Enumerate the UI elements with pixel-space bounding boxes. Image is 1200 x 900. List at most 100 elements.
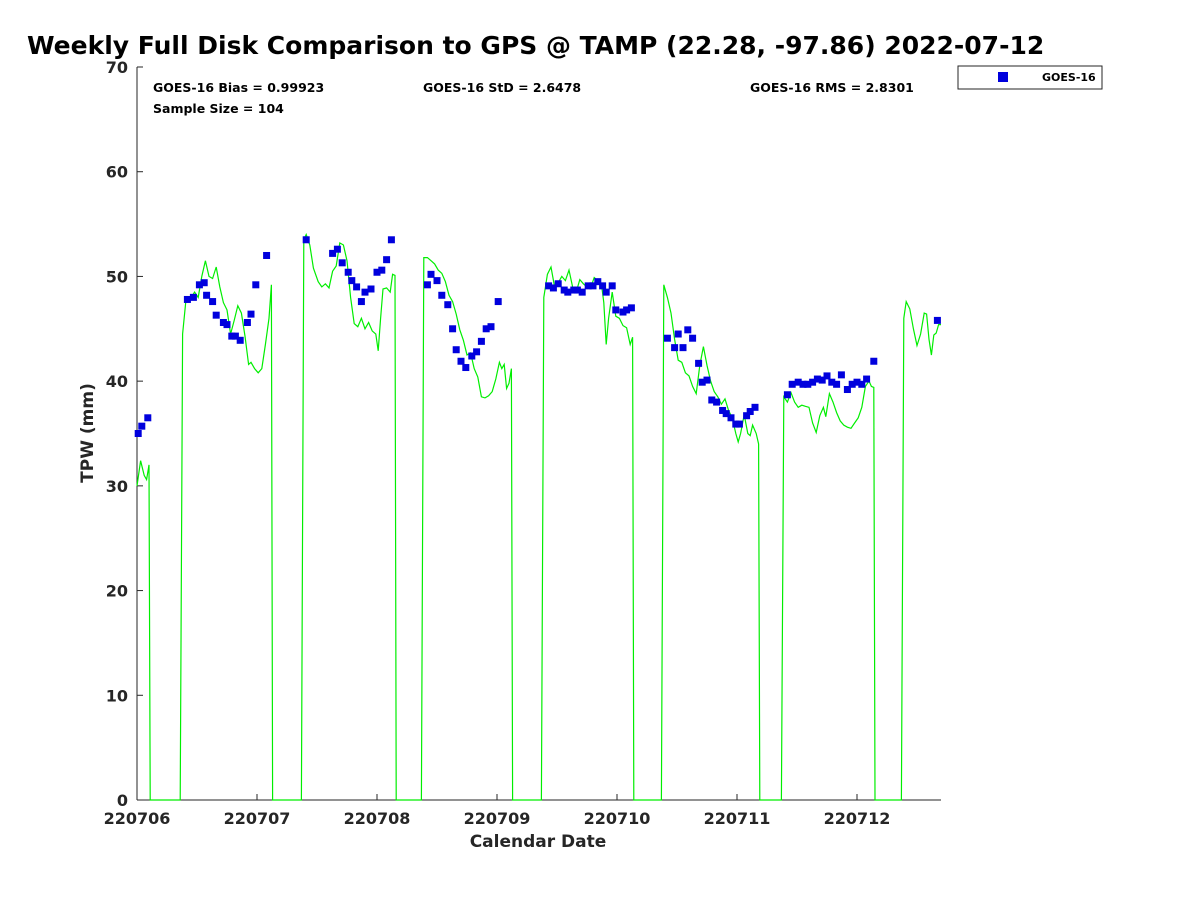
goes-16-point — [602, 288, 610, 296]
goes-16-point — [457, 357, 465, 365]
stat-sample-size: Sample Size = 104 — [153, 101, 284, 116]
legend-label-goes-16: GOES-16 — [1042, 71, 1096, 84]
goes-16-point — [252, 281, 260, 289]
goes-16-point — [560, 286, 568, 294]
goes-16-point — [367, 285, 375, 293]
goes-16-point — [684, 326, 692, 334]
x-ticks: 220706 220707 220708 220709 220710 220711 2207… — [104, 794, 891, 828]
goes-16-point — [727, 414, 735, 422]
goes-16-point — [247, 310, 255, 318]
goes-16-point — [809, 378, 817, 386]
goes-16-point — [228, 332, 236, 340]
goes-16-point — [713, 398, 721, 406]
y-ticks: 0 10 20 30 40 50 60 70 — [106, 58, 143, 810]
goes-16-point — [619, 308, 627, 316]
x-tick-label: 220706 — [104, 809, 171, 828]
goes-16-point — [843, 386, 851, 394]
goes-16-point — [689, 334, 697, 342]
goes-16-point — [144, 414, 152, 422]
goes-16-point — [189, 293, 197, 301]
goes-16-point — [373, 268, 381, 276]
goes-16-point — [438, 291, 446, 299]
goes-16-point — [608, 282, 616, 290]
goes-16-point — [348, 277, 356, 285]
y-tick-label: 20 — [106, 582, 128, 601]
goes-16-point — [477, 337, 485, 345]
goes-16-point — [695, 359, 703, 367]
goes-16-point — [329, 249, 337, 257]
goes-16-point — [703, 376, 711, 384]
goes-16-point — [589, 282, 597, 290]
goes-16-point — [138, 422, 146, 430]
goes-16-point — [594, 278, 602, 286]
x-tick-label: 220710 — [584, 809, 651, 828]
goes-16-point — [799, 380, 807, 388]
goes-16-point — [708, 396, 716, 404]
x-axis-label: Calendar Date — [470, 832, 607, 852]
y-tick-label: 60 — [106, 163, 128, 182]
goes-16-point — [599, 282, 607, 290]
goes-16-point — [482, 325, 490, 333]
goes-16-point — [722, 410, 730, 418]
goes-16-point — [828, 378, 836, 386]
goes-16-point — [383, 256, 391, 264]
goes-16-point — [219, 319, 227, 327]
chart-title: Weekly Full Disk Comparison to GPS @ TAM… — [27, 31, 1044, 60]
goes-16-point — [719, 406, 727, 414]
goes-16-point — [698, 378, 706, 386]
goes-16-point — [387, 236, 395, 244]
stat-rms: GOES-16 RMS = 2.8301 — [750, 80, 914, 95]
goes-16-point — [848, 380, 856, 388]
goes-16-point — [794, 378, 802, 386]
goes-16-point — [212, 311, 220, 319]
goes-16-point — [449, 325, 457, 333]
stat-bias: GOES-16 Bias = 0.99923 — [153, 80, 324, 95]
goes-16-point — [578, 288, 586, 296]
goes-16-point — [612, 306, 620, 314]
goes-16-point — [223, 321, 231, 329]
goes-16-point — [853, 378, 861, 386]
x-tick-label: 220712 — [824, 809, 891, 828]
goes-16-point — [858, 380, 866, 388]
goes-16-point — [732, 420, 740, 428]
goes-16-point — [378, 266, 386, 274]
y-tick-label: 50 — [106, 267, 128, 286]
goes-16-point — [134, 430, 142, 437]
goes-16-point — [263, 251, 271, 259]
goes-16-point — [837, 371, 845, 379]
goes-16-point — [444, 301, 452, 309]
goes-16-point — [743, 412, 751, 420]
goes-16-point — [627, 304, 635, 312]
goes-16-point — [584, 282, 592, 290]
x-tick-label: 220709 — [464, 809, 531, 828]
y-tick-label: 70 — [106, 58, 128, 77]
goes-16-point — [751, 403, 759, 411]
goes-16-point — [183, 295, 191, 303]
goes-16-point — [353, 283, 361, 291]
goes-16-point — [788, 380, 796, 388]
y-axis-label: TPW (mm) — [78, 383, 98, 483]
goes-16-point — [564, 288, 572, 296]
goes-16-point — [200, 279, 208, 287]
goes-16-point — [746, 408, 754, 416]
goes-16-point — [236, 336, 244, 344]
goes-16-point — [623, 306, 631, 314]
goes-16-markers — [134, 236, 941, 437]
goes-16-point — [735, 420, 743, 428]
gps-series-line — [136, 232, 941, 801]
y-tick-label: 0 — [117, 791, 128, 810]
goes-16-point — [833, 380, 841, 388]
y-tick-label: 10 — [106, 686, 128, 705]
goes-16-point — [302, 236, 310, 244]
goes-16-point — [570, 286, 578, 294]
goes-16-point — [494, 298, 502, 306]
goes-16-point — [933, 316, 941, 324]
goes-16-point — [203, 291, 211, 299]
goes-16-point — [870, 357, 878, 365]
x-tick-label: 220708 — [344, 809, 411, 828]
goes-16-point — [818, 376, 826, 384]
goes-16-point — [679, 344, 687, 352]
goes-16-point — [195, 281, 203, 289]
goes-16-point — [813, 375, 821, 383]
